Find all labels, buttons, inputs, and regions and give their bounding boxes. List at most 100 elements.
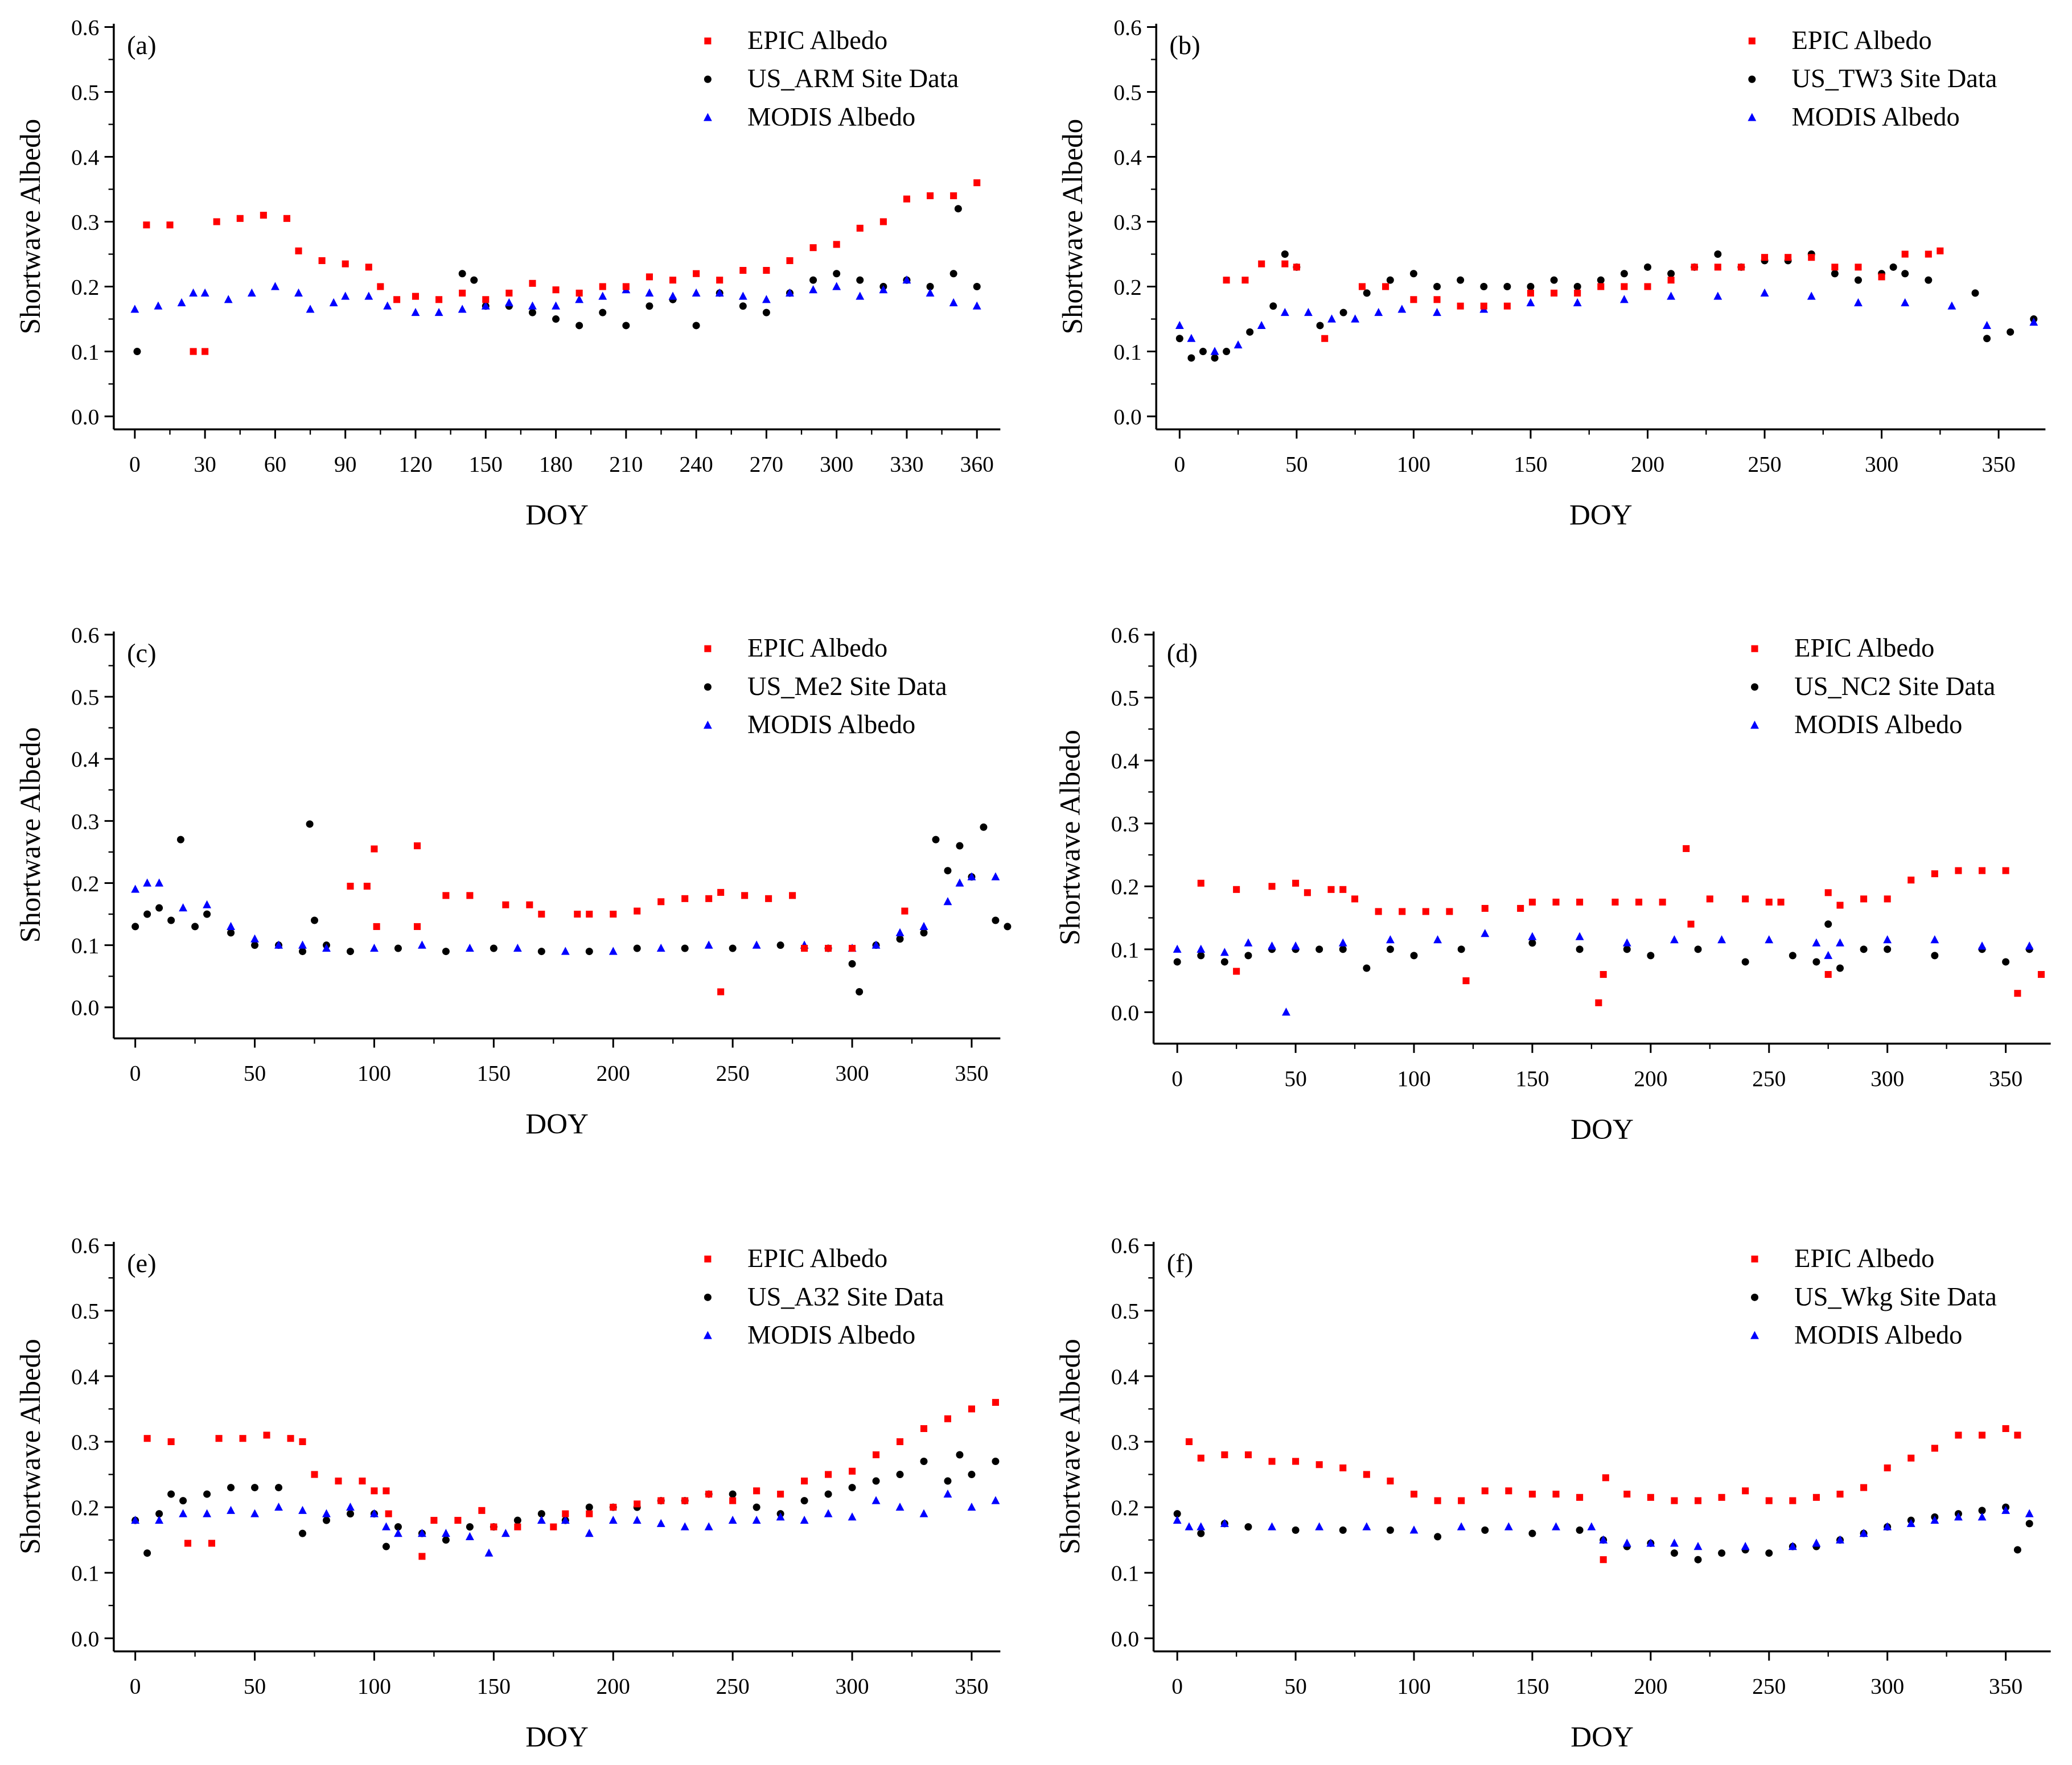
- data-point: [1576, 898, 1584, 906]
- data-point: [1978, 1431, 1986, 1439]
- data-point: [896, 935, 904, 943]
- data-point: [856, 291, 865, 300]
- data-point: [306, 820, 314, 828]
- data-point: [561, 947, 570, 955]
- data-point: [1761, 254, 1769, 261]
- data-point: [1410, 296, 1417, 303]
- y-axis-label: Shortwave Albedo: [1054, 1339, 1087, 1554]
- data-point: [1576, 945, 1584, 953]
- data-point: [377, 283, 384, 290]
- y-tick-label: 0.3: [1113, 209, 1141, 234]
- panel-label: (c): [127, 639, 157, 668]
- x-tick-label: 210: [609, 452, 643, 477]
- data-point: [1978, 1507, 1986, 1515]
- data-point: [786, 288, 794, 297]
- x-tick-label: 50: [244, 1061, 266, 1086]
- legend-marker-square: [1751, 1255, 1758, 1263]
- data-point: [656, 944, 665, 952]
- data-point: [1210, 347, 1219, 355]
- data-point: [1410, 1491, 1418, 1498]
- data-point: [1550, 276, 1558, 284]
- data-point: [346, 1502, 355, 1511]
- x-tick-label: 30: [194, 452, 216, 477]
- data-point: [490, 944, 498, 952]
- data-point: [1884, 1464, 1891, 1472]
- data-point: [1812, 938, 1821, 947]
- data-point: [458, 305, 467, 313]
- data-point: [298, 940, 307, 949]
- data-point: [1621, 283, 1628, 290]
- data-point: [575, 289, 583, 297]
- data-point: [155, 1516, 164, 1524]
- y-tick-label: 0.2: [71, 871, 99, 896]
- legend-label: EPIC Albedo: [747, 634, 887, 663]
- data-point: [1527, 283, 1535, 291]
- data-point: [645, 288, 654, 297]
- data-point: [347, 882, 354, 890]
- data-point: [189, 288, 198, 297]
- data-point: [1931, 870, 1938, 878]
- data-point: [1321, 335, 1329, 342]
- data-point: [692, 288, 701, 297]
- x-tick-label: 300: [835, 1061, 869, 1086]
- data-point: [412, 293, 420, 300]
- data-point: [715, 288, 724, 297]
- data-point: [335, 1478, 342, 1485]
- data-point: [1505, 1487, 1512, 1495]
- data-point: [872, 1477, 880, 1485]
- data-point: [1983, 335, 1991, 343]
- legend-marker-square: [704, 645, 712, 652]
- data-point: [1930, 935, 1939, 944]
- data-point: [1223, 277, 1230, 284]
- data-point: [1244, 952, 1252, 960]
- data-point: [809, 285, 818, 294]
- data-point: [1788, 1542, 1797, 1550]
- y-axis-label: Shortwave Albedo: [14, 1339, 47, 1554]
- x-tick-label: 350: [955, 1061, 988, 1086]
- data-point: [295, 247, 302, 254]
- data-point: [967, 1502, 976, 1511]
- legend-label: EPIC Albedo: [1794, 1244, 1934, 1273]
- panel-label: (a): [127, 31, 157, 60]
- data-point: [1635, 898, 1643, 906]
- data-point: [1269, 302, 1277, 310]
- panel-label: (e): [127, 1249, 157, 1278]
- data-point: [926, 283, 934, 291]
- data-point: [752, 940, 761, 949]
- x-tick-label: 350: [1989, 1066, 2022, 1091]
- data-point: [1694, 1556, 1702, 1564]
- data-point: [417, 940, 426, 949]
- data-point: [179, 903, 188, 912]
- data-point: [786, 257, 794, 264]
- data-point: [274, 940, 283, 949]
- data-point: [801, 945, 808, 952]
- legend-label: US_TW3 Site Data: [1791, 64, 1997, 93]
- data-point: [359, 1478, 366, 1485]
- y-tick-label: 0.1: [1111, 937, 1139, 962]
- series-epic-albedo: [347, 842, 908, 995]
- x-tick-label: 0: [130, 1061, 141, 1086]
- data-point: [1765, 935, 1774, 944]
- data-point: [394, 944, 402, 952]
- data-point: [1382, 283, 1389, 290]
- data-point: [729, 944, 737, 952]
- data-point: [1714, 264, 1721, 271]
- data-point: [1220, 958, 1228, 966]
- data-point: [1338, 938, 1347, 947]
- data-point: [1316, 322, 1324, 330]
- data-point: [528, 308, 536, 316]
- data-point: [1978, 867, 1986, 874]
- data-point: [1647, 952, 1655, 960]
- data-point: [992, 916, 1000, 924]
- data-point: [413, 923, 421, 930]
- data-point: [1268, 883, 1276, 890]
- data-point: [364, 291, 373, 300]
- y-tick-label: 0.4: [1111, 748, 1140, 774]
- x-tick-label: 300: [835, 1674, 869, 1699]
- x-tick-label: 200: [1634, 1066, 1667, 1091]
- data-point: [1620, 270, 1628, 278]
- data-point: [459, 289, 466, 297]
- data-point: [227, 1484, 235, 1492]
- x-tick-label: 100: [357, 1061, 391, 1086]
- y-tick-label: 0.6: [71, 623, 99, 648]
